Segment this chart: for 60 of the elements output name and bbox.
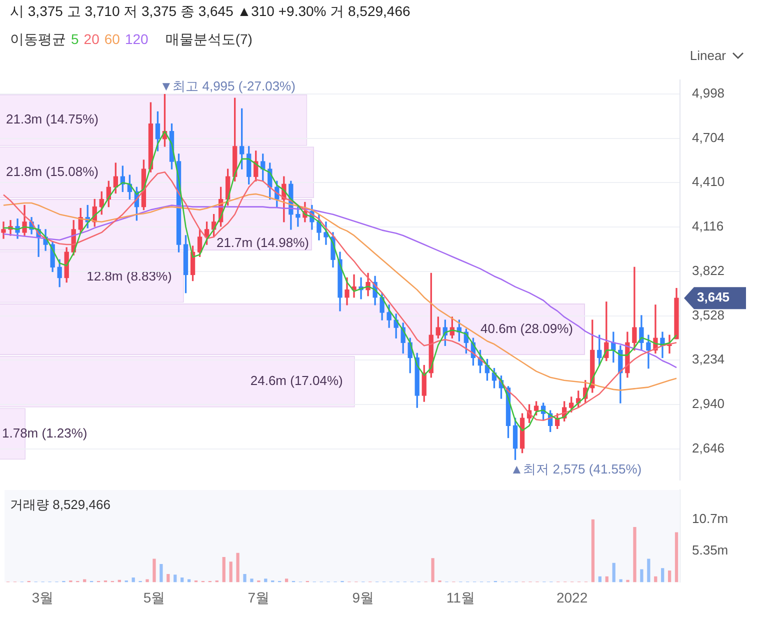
y-tick-label: 5.35m bbox=[692, 542, 728, 558]
bar bbox=[152, 558, 156, 582]
bar bbox=[640, 569, 644, 582]
x-tick-label: 3월 bbox=[32, 589, 54, 606]
text: Linear bbox=[690, 48, 726, 63]
bar bbox=[264, 578, 268, 582]
bar bbox=[174, 574, 177, 582]
bar bbox=[180, 578, 184, 582]
text: 60 bbox=[104, 31, 120, 47]
x-tick-label: 2022 bbox=[556, 589, 588, 606]
bar bbox=[250, 578, 254, 582]
data-label: 40.6m (28.09%) bbox=[480, 320, 573, 336]
x-tick-label: 5월 bbox=[143, 589, 166, 606]
bar bbox=[674, 532, 678, 582]
text: 20 bbox=[84, 31, 100, 47]
bar bbox=[647, 558, 650, 582]
text: 거래량 8,529,466 bbox=[10, 496, 110, 514]
bar bbox=[222, 556, 226, 582]
text: 매물분석도(7) bbox=[165, 31, 252, 47]
y-tick-label: 3,822 bbox=[692, 262, 725, 278]
y-tick-label: 4,410 bbox=[692, 174, 725, 190]
y-tick-label: 2,940 bbox=[692, 396, 725, 412]
y-tick-label: 4,704 bbox=[692, 130, 725, 145]
bar bbox=[146, 579, 149, 582]
annotation: ▼최고 4,995 (-27.03%) bbox=[160, 78, 296, 94]
x-tick-label: 7월 bbox=[248, 589, 270, 606]
text: 5 bbox=[71, 31, 79, 47]
y-tick-label: 4,116 bbox=[692, 218, 724, 234]
bar bbox=[626, 580, 630, 582]
text: 120 bbox=[124, 31, 148, 47]
data-label: 21.7m (14.98%) bbox=[216, 234, 309, 250]
bar bbox=[243, 574, 246, 582]
bar bbox=[661, 568, 664, 582]
data-label: 24.6m (17.04%) bbox=[250, 373, 343, 388]
bar bbox=[668, 570, 672, 582]
bar bbox=[591, 519, 595, 582]
bar bbox=[236, 552, 240, 582]
bar bbox=[633, 526, 636, 582]
bar bbox=[132, 578, 135, 582]
data-label: 1.78m (1.23%) bbox=[2, 425, 88, 440]
bar bbox=[619, 579, 622, 582]
bar bbox=[284, 578, 288, 582]
bar bbox=[612, 562, 616, 582]
bar bbox=[431, 558, 434, 582]
y-tick-label: 3,528 bbox=[692, 307, 725, 322]
annotation: ▲최저 2,575 (41.55%) bbox=[510, 462, 642, 477]
bar bbox=[160, 564, 163, 582]
data-label: 21.8m (15.08%) bbox=[6, 164, 98, 180]
bar bbox=[229, 562, 232, 582]
x-tick-label: 9월 bbox=[352, 589, 374, 606]
y-tick-label: 2,646 bbox=[692, 440, 725, 456]
data-label: 21.3m (14.75%) bbox=[6, 112, 98, 127]
text: 3,645 bbox=[697, 290, 730, 305]
y-tick-label: 4,998 bbox=[692, 85, 725, 100]
chart-subtitle: 시 3,375 고 3,710 저 3,375 종 3,645 ▲310 +9.30% 거 8,529,466 bbox=[10, 3, 410, 21]
y-tick-label: 10.7m bbox=[692, 510, 728, 526]
y-tick-label: 3,234 bbox=[692, 352, 725, 367]
x-tick-label: 11월 bbox=[446, 589, 475, 606]
legend-title: 이동평균 bbox=[10, 31, 66, 47]
bar bbox=[166, 574, 170, 582]
